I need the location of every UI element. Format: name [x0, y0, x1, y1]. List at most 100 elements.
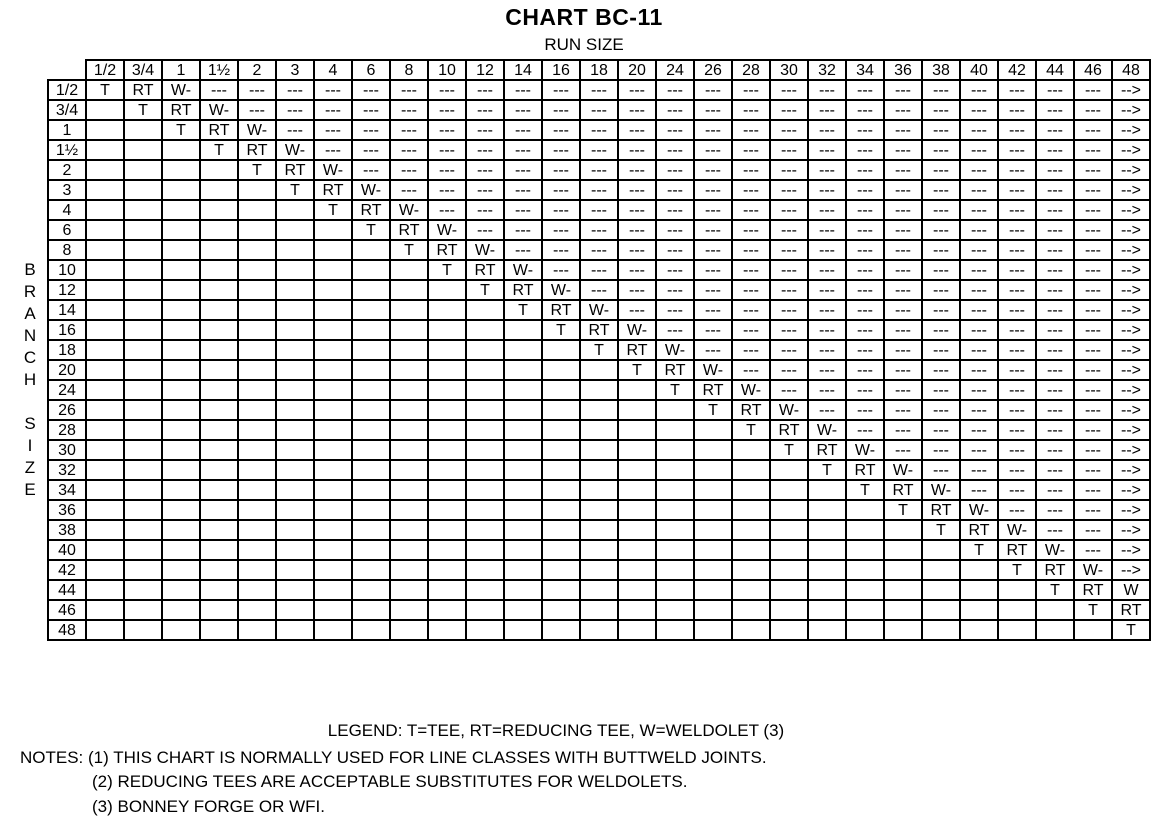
- table-row: 42 T RT W- -->: [47, 559, 1151, 581]
- table-cell: ---: [959, 239, 999, 261]
- table-cell: ---: [731, 259, 771, 281]
- table-row: 6 T RT W- --- --- --- --- --- --- --- --- --- --- --- -…: [47, 219, 1151, 241]
- table-cell: ---: [693, 279, 733, 301]
- table-cell: [503, 619, 543, 641]
- table-cell: ---: [351, 119, 391, 141]
- table-cell: [275, 379, 315, 401]
- table-cell: ---: [693, 159, 733, 181]
- table-cell: [161, 459, 201, 481]
- table-cell: RT: [123, 79, 163, 101]
- table-cell: ---: [693, 259, 733, 281]
- table-cell: ---: [997, 279, 1037, 301]
- table-row: 30 T RT W- --- --- --- --- --- --- -->: [47, 439, 1151, 461]
- table-cell: [427, 299, 467, 321]
- table-cell: [351, 279, 391, 301]
- run-size-header: 46: [1073, 59, 1113, 81]
- table-cell: [731, 519, 771, 541]
- table-cell: ---: [1073, 479, 1113, 501]
- table-cell: [655, 559, 695, 581]
- table-cell: [655, 579, 695, 601]
- legend: LEGEND: T=TEE, RT=REDUCING TEE, W=WELDOL…: [327, 721, 785, 740]
- table-cell: [617, 459, 657, 481]
- table-cell: [123, 439, 163, 461]
- table-cell: [465, 519, 505, 541]
- table-cell: -->: [1111, 319, 1151, 341]
- table-cell: [351, 479, 391, 501]
- table-cell: ---: [1073, 139, 1113, 161]
- table-cell: W-: [427, 219, 467, 241]
- table-cell: [275, 199, 315, 221]
- table-cell: T: [237, 159, 277, 181]
- table-cell: ---: [921, 359, 961, 381]
- run-size-header: 1½: [199, 59, 239, 81]
- table-cell: [275, 559, 315, 581]
- table-cell: ---: [959, 459, 999, 481]
- table-cell: -->: [1111, 379, 1151, 401]
- table-cell: ---: [731, 159, 771, 181]
- table-cell: [465, 619, 505, 641]
- table-cell: [807, 619, 847, 641]
- table-cell: -->: [1111, 79, 1151, 101]
- table-cell: [389, 419, 429, 441]
- table-cell: RT: [997, 539, 1037, 561]
- table-cell: [161, 199, 201, 221]
- branch-size-header: 3: [47, 179, 87, 201]
- table-cell: W-: [465, 239, 505, 261]
- table-cell: ---: [351, 159, 391, 181]
- table-cell: [883, 579, 923, 601]
- table-cell: ---: [883, 179, 923, 201]
- run-size-header: 20: [617, 59, 657, 81]
- table-cell: ---: [655, 119, 695, 141]
- table-cell: ---: [579, 139, 619, 161]
- table-cell: [845, 579, 885, 601]
- table-cell: ---: [921, 159, 961, 181]
- table-cell: ---: [617, 259, 657, 281]
- table-cell: T: [275, 179, 315, 201]
- branch-size-header: 2: [47, 159, 87, 181]
- table-cell: [617, 399, 657, 421]
- table-cell: [427, 419, 467, 441]
- table-cell: ---: [883, 259, 923, 281]
- table-cell: [85, 479, 125, 501]
- table-cell: ---: [883, 319, 923, 341]
- table-cell: [351, 539, 391, 561]
- table-cell: [313, 279, 353, 301]
- table-cell: T: [579, 339, 619, 361]
- branch-size-header: 16: [47, 319, 87, 341]
- table-cell: [85, 339, 125, 361]
- table-cell: ---: [427, 179, 467, 201]
- table-cell: [161, 139, 201, 161]
- table-cell: ---: [655, 139, 695, 161]
- table-cell: [503, 319, 543, 341]
- chart-title: CHART BC-11: [505, 4, 663, 30]
- table-cell: [85, 399, 125, 421]
- table-cell: ---: [693, 119, 733, 141]
- table-cell: ---: [503, 179, 543, 201]
- table-cell: [351, 619, 391, 641]
- table-cell: RT: [161, 99, 201, 121]
- table-cell: [351, 599, 391, 621]
- table-cell: [541, 559, 581, 581]
- table-cell: [237, 519, 277, 541]
- table-cell: T: [731, 419, 771, 441]
- table-cell: ---: [997, 79, 1037, 101]
- table-cell: ---: [997, 479, 1037, 501]
- table-cell: ---: [845, 239, 885, 261]
- table-cell: W-: [921, 479, 961, 501]
- table-cell: [693, 499, 733, 521]
- table-cell: [161, 179, 201, 201]
- table-cell: ---: [1073, 519, 1113, 541]
- table-cell: [845, 499, 885, 521]
- run-size-header: 44: [1035, 59, 1075, 81]
- table-cell: [85, 359, 125, 381]
- table-cell: ---: [959, 379, 999, 401]
- table-cell: [161, 539, 201, 561]
- table-cell: [161, 579, 201, 601]
- table-cell: [313, 599, 353, 621]
- branch-label-letter: C: [23, 348, 37, 367]
- table-cell: ---: [997, 379, 1037, 401]
- table-cell: ---: [769, 179, 809, 201]
- run-size-label: RUN SIZE: [544, 35, 624, 54]
- table-cell: [579, 439, 619, 461]
- table-cell: [389, 359, 429, 381]
